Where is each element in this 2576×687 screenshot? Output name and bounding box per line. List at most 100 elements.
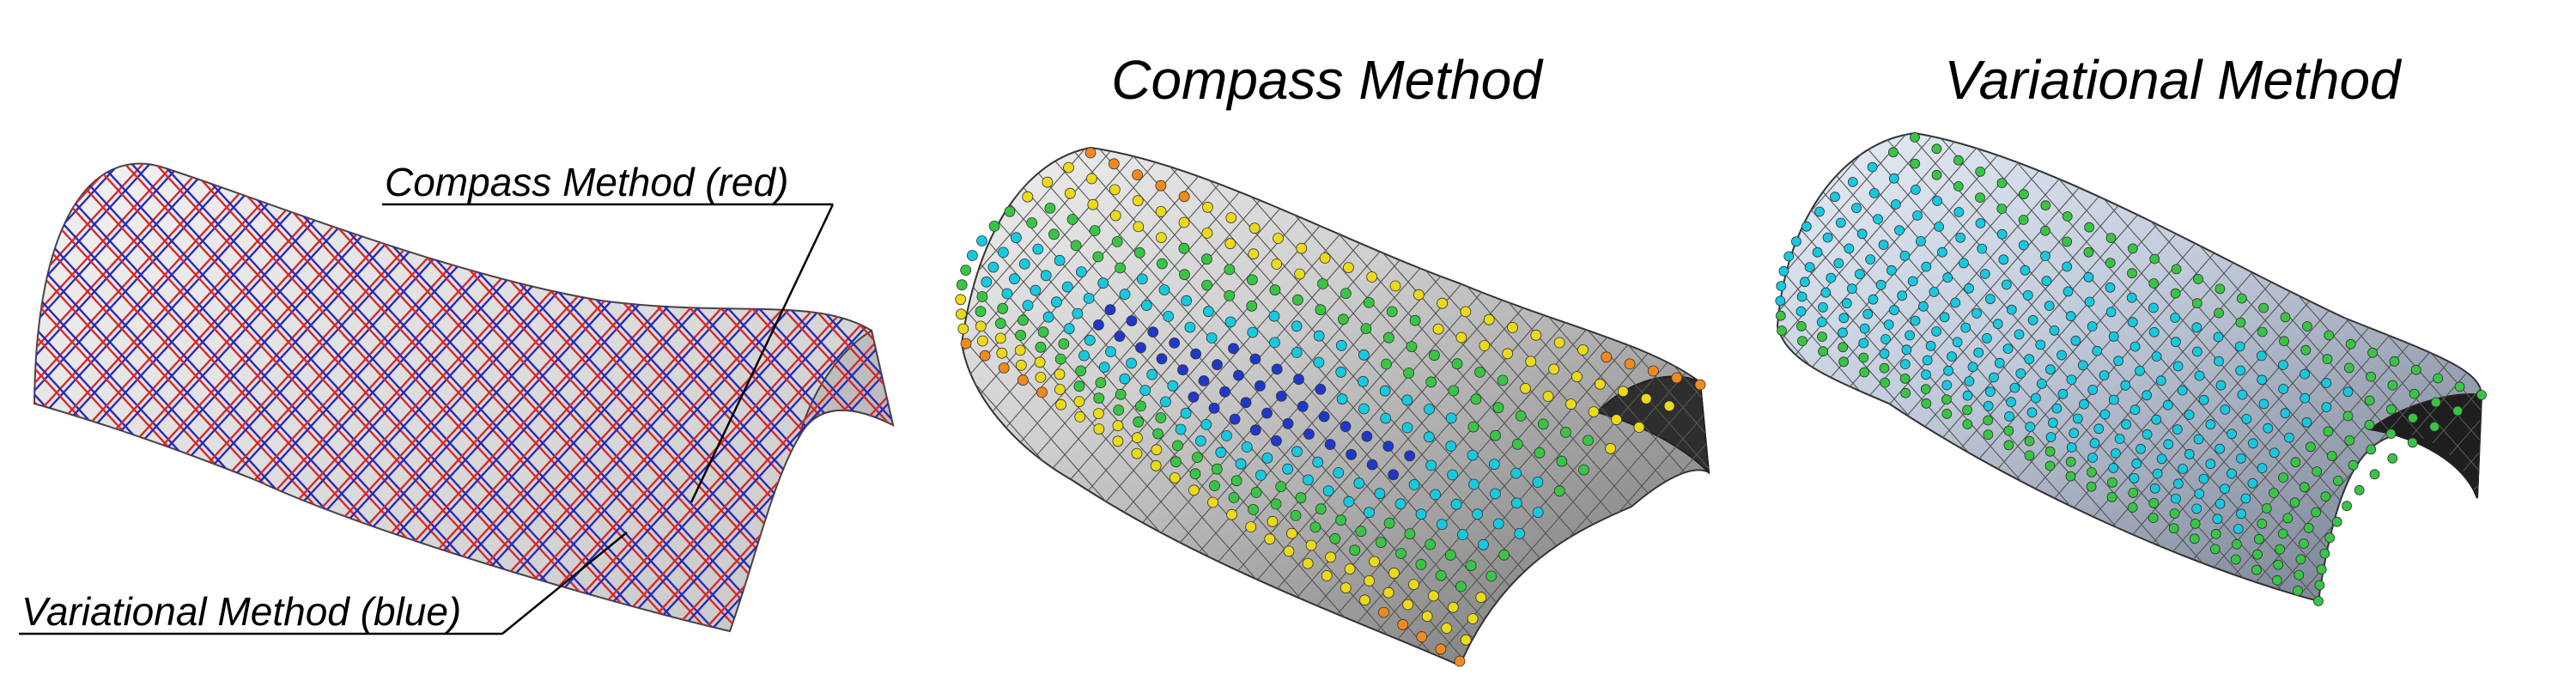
mesh-line <box>1081 148 1564 666</box>
mesh-node <box>2149 483 2160 494</box>
mesh-node <box>2121 419 2132 430</box>
mesh-line <box>962 148 1241 666</box>
mesh-node <box>1457 529 1468 540</box>
mesh-node <box>2189 533 2200 544</box>
grid-line-blue <box>161 163 643 631</box>
mesh-node <box>1971 307 1982 319</box>
mesh-node <box>1996 228 2008 240</box>
mesh-node <box>975 320 987 332</box>
grid-line-red <box>0 129 21 653</box>
mesh-node <box>1098 362 1110 374</box>
mesh-node <box>1178 216 1190 228</box>
mesh-node <box>1880 377 1891 388</box>
mesh-node <box>2039 225 2050 236</box>
mesh-node <box>1313 330 1325 342</box>
mesh-node <box>2077 360 2088 371</box>
mesh-node <box>2110 448 2121 459</box>
mesh-node <box>1890 199 1901 210</box>
mesh-node <box>2247 477 2258 489</box>
mesh-line <box>2233 133 2482 601</box>
mesh-node <box>2320 491 2331 502</box>
mesh-node <box>960 337 972 350</box>
mesh-node <box>2191 322 2202 333</box>
mesh-node <box>1303 429 1315 440</box>
mesh-node <box>1282 463 1293 475</box>
mesh-node <box>2324 532 2336 544</box>
mesh-node <box>1315 304 1327 316</box>
mesh-node <box>2278 384 2289 394</box>
mesh-node <box>1525 356 1537 368</box>
mesh-node <box>2193 274 2203 284</box>
grid-line-red <box>559 163 893 631</box>
grid-line-red <box>34 163 300 631</box>
mesh-node <box>1510 497 1522 509</box>
mesh-node <box>2299 482 2310 493</box>
mesh-node <box>2069 428 2080 439</box>
mesh-node <box>2220 404 2231 415</box>
mesh-node <box>1084 334 1096 346</box>
mesh-node <box>1455 331 1467 344</box>
mesh-line <box>1777 133 1974 601</box>
grid-line-blue <box>34 163 368 631</box>
mesh-node <box>2230 554 2241 565</box>
mesh-node <box>1224 289 1236 301</box>
mesh-node <box>1931 169 1942 180</box>
mesh-node <box>1086 173 1097 185</box>
mesh-node <box>1054 353 1066 365</box>
mesh-node <box>2062 211 2073 222</box>
mesh-node <box>1009 273 1020 285</box>
mesh-node <box>1454 655 1466 667</box>
mesh-node <box>1900 387 1911 398</box>
mesh-node <box>2127 243 2138 254</box>
mesh-node <box>1177 364 1188 376</box>
mesh-node <box>2072 413 2083 424</box>
mesh-node <box>1169 337 1181 349</box>
mesh-node <box>2215 443 2226 454</box>
mesh-node <box>1530 329 1542 341</box>
mesh-node <box>1229 413 1241 425</box>
mesh-node <box>1111 236 1123 247</box>
mesh-node <box>2151 351 2162 362</box>
mesh-node <box>2284 432 2294 443</box>
mesh-node <box>2014 329 2025 340</box>
mesh-node <box>1318 410 1330 423</box>
mesh-line <box>1777 133 1892 601</box>
mesh-node <box>2041 276 2052 287</box>
mesh-node <box>1648 365 1659 377</box>
mesh-node <box>1136 273 1148 285</box>
mesh-node <box>1189 468 1201 480</box>
mesh-node <box>1105 346 1116 358</box>
mesh-node <box>1273 233 1284 244</box>
mesh-node <box>1983 429 1994 441</box>
mesh-node <box>2240 493 2251 504</box>
grid-line-blue <box>0 129 27 653</box>
mesh-node <box>1818 346 1829 357</box>
mesh-node <box>1309 521 1321 533</box>
mesh-node <box>1474 366 1485 378</box>
mesh-node <box>1093 408 1104 420</box>
grid-line-red <box>590 163 893 631</box>
mesh-node <box>1360 323 1372 335</box>
mesh-node <box>1989 372 1999 383</box>
mesh-node <box>1358 403 1370 415</box>
mesh-node <box>1979 269 1990 279</box>
mesh-node <box>1363 296 1375 308</box>
mesh-node <box>1255 380 1266 392</box>
mesh-node <box>1269 284 1281 296</box>
mesh-node <box>1854 269 1865 280</box>
mesh-node <box>1291 446 1303 458</box>
mesh-node <box>1133 246 1145 258</box>
mesh-node <box>1812 246 1823 258</box>
mesh-node <box>1294 268 1305 280</box>
mesh-node <box>2214 356 2224 367</box>
mesh-node <box>2277 528 2288 539</box>
mesh-node <box>2324 330 2335 341</box>
mesh-node <box>1886 264 1897 276</box>
mesh-node <box>1092 251 1104 263</box>
mesh-node <box>1941 408 1953 419</box>
mesh-node <box>1201 253 1212 265</box>
mesh-node <box>2311 507 2322 518</box>
mesh-node <box>2257 326 2268 337</box>
mesh-node <box>2040 200 2051 211</box>
mesh-node <box>1475 592 1487 604</box>
